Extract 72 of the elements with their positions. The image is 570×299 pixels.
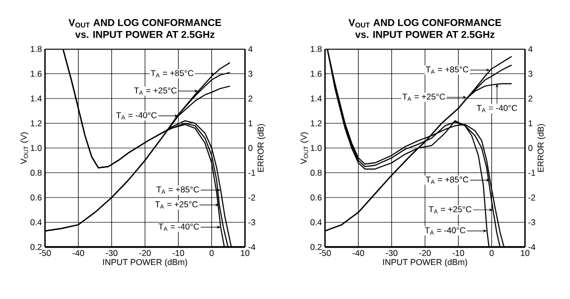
x-tick-label: 10	[240, 250, 250, 256]
y2-tick-label: 4	[248, 46, 252, 52]
y2-tick-label: 2	[248, 96, 252, 102]
y-tick-label: 1.6	[310, 70, 322, 77]
x-tick-label: -40	[72, 250, 84, 256]
x-tick-label: -10	[172, 250, 184, 256]
chart-title: V$_{OUT}$ AND LOG CONFORMANCE	[348, 19, 502, 28]
x-tick-label: 10	[520, 250, 530, 256]
x-tick-label: -50	[319, 250, 331, 256]
x-tick-label: -30	[106, 250, 118, 256]
chart-subtitle: vs. INPUT POWER AT 2.5GHz	[355, 30, 494, 38]
y2-tick-label: -4	[528, 244, 536, 250]
y2-tick-label: -3	[528, 219, 536, 226]
y2-tick-label: 0	[248, 145, 252, 151]
y-tick-label: 0.4	[310, 219, 322, 226]
y2-axis-title: ERROR (dB)	[537, 124, 546, 172]
y2-tick-label: 0	[528, 145, 532, 151]
x-axis-title: INPUT POWER (dBm)	[383, 258, 468, 267]
y2-tick-label: -2	[248, 194, 256, 200]
y-tick-label: 0.6	[310, 194, 322, 200]
y-tick-label: 0.6	[30, 194, 42, 200]
y-tick-label: 1.4	[30, 96, 42, 102]
y-tick-label: 0.8	[30, 170, 42, 176]
y2-tick-label: -4	[248, 244, 256, 250]
annotation: T$_{A}$ = -40°C	[476, 104, 518, 112]
annotation: T$_{A}$ = +85°C	[156, 186, 200, 194]
x-axis-title: INPUT POWER (dBm)	[103, 258, 188, 267]
x-tick-label: -10	[452, 250, 464, 256]
y-tick-label: 1.0	[30, 145, 42, 151]
x-tick-label: -30	[386, 250, 398, 256]
annotation: T$_{A}$ = +25°C	[428, 206, 472, 214]
y-tick-label: 0.2	[30, 244, 42, 250]
y-tick-label: 1.2	[310, 120, 322, 126]
annotation: T$_{A}$ = +85°C	[426, 176, 468, 184]
y-tick-label: 0.4	[30, 219, 42, 226]
y2-tick-label: -1	[248, 170, 256, 176]
annotation: T$_{A}$ = +25°C	[402, 94, 446, 101]
y-tick-label: 1.6	[30, 70, 42, 77]
y2-tick-label: 3	[248, 70, 252, 77]
x-tick-label: -20	[419, 250, 431, 256]
x-tick-label: 0	[490, 250, 494, 256]
y2-tick-label: 1	[248, 120, 252, 126]
annotation: T$_{A}$ = +85°C	[426, 66, 468, 74]
y-tick-label: 0.8	[310, 170, 322, 176]
y2-tick-label: -2	[528, 194, 536, 200]
chart-title: V$_{OUT}$ AND LOG CONFORMANCE	[68, 19, 222, 28]
y2-tick-label: 4	[528, 46, 532, 52]
y-tick-label: 1.4	[310, 96, 322, 102]
chart-subtitle: vs. INPUT POWER AT 2.5GHz	[75, 30, 214, 38]
y-tick-label: 1.8	[310, 46, 322, 52]
y-axis-title: V$_{OUT}$ (V)	[20, 132, 28, 164]
annotation: T$_{A}$ = +25°C	[155, 201, 198, 209]
y-tick-label: 1.0	[310, 145, 322, 151]
x-tick-label: -20	[139, 250, 151, 256]
y-axis-title: V$_{OUT}$ (V)	[300, 132, 308, 164]
annotation: T$_{A}$ = -40°C	[158, 224, 200, 231]
x-tick-label: 0	[210, 250, 214, 256]
y-tick-label: 1.2	[30, 120, 42, 126]
annotation: T$_{A}$ = -40°C	[424, 227, 466, 235]
y2-tick-label: 2	[528, 96, 532, 102]
annotation: T$_{A}$ = -40°C	[116, 112, 157, 120]
annotation: T$_{A}$ = +25°C	[134, 87, 177, 95]
y2-tick-label: 3	[528, 70, 532, 77]
y2-tick-label: -3	[248, 219, 256, 226]
y2-axis-title: ERROR (dB)	[257, 124, 266, 172]
y2-tick-label: -1	[528, 170, 536, 176]
x-tick-label: -50	[39, 250, 51, 256]
y2-tick-label: 1	[528, 120, 532, 126]
y-tick-label: 1.8	[30, 46, 42, 52]
x-tick-label: -40	[352, 250, 364, 256]
y-tick-label: 0.2	[310, 244, 322, 250]
annotation: T$_{A}$ = +85°C	[150, 70, 194, 78]
